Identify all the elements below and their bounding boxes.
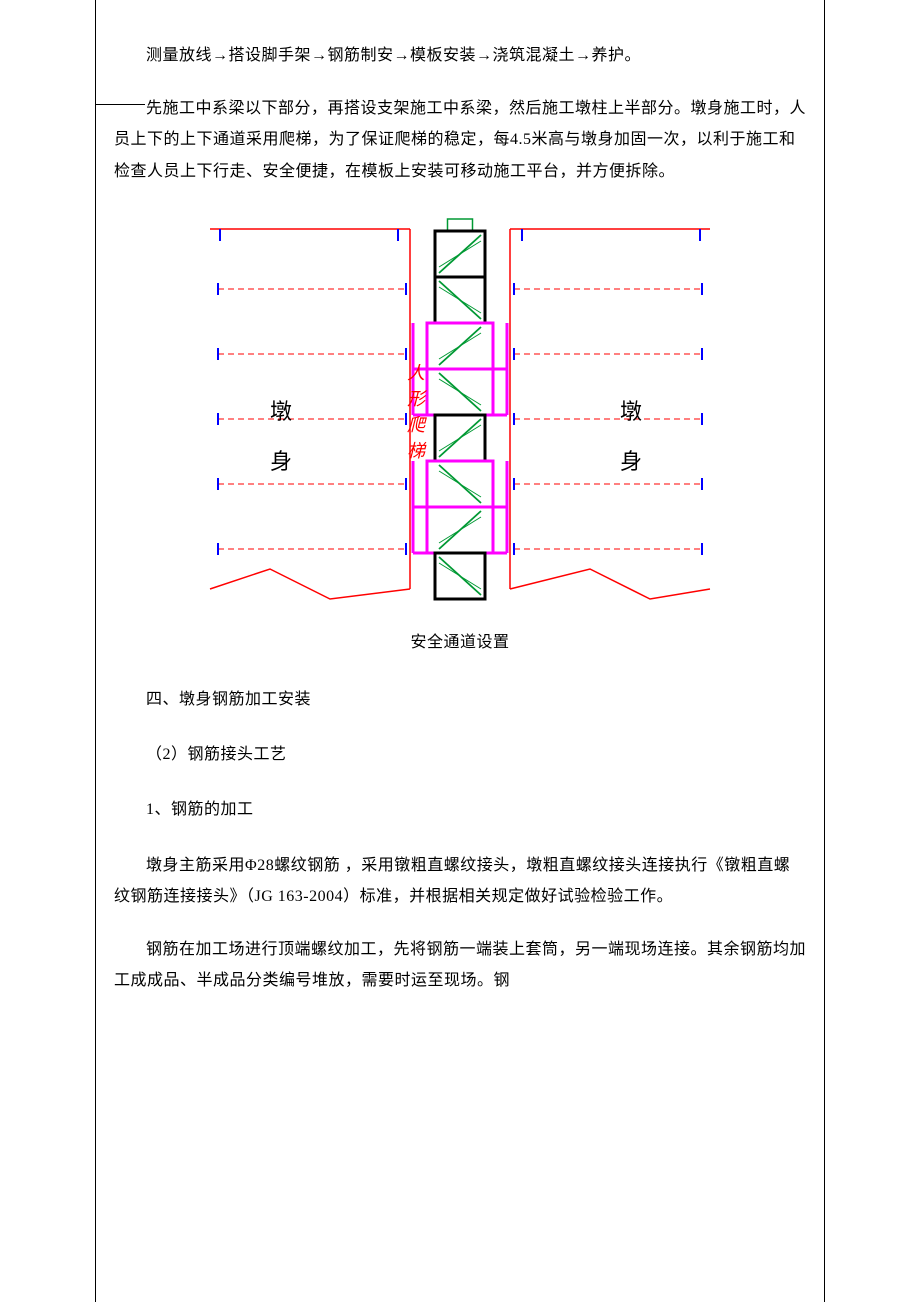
content-cell: 测量放线→搭设脚手架→钢筋制安→模板安装→浇筑混凝土→养护。 先施工中系梁以下部…: [96, 0, 824, 1028]
rebar-main-paragraph: 墩身主筋采用Φ28螺纹钢筋 ，采用镦粗直螺纹接头，墩粗直螺纹接头连接执行《镦粗直…: [114, 850, 806, 912]
svg-text:人: 人: [407, 363, 425, 383]
svg-text:爬: 爬: [407, 415, 427, 435]
subheading-1: 1、钢筋的加工: [114, 794, 806, 825]
heading-4: 四、墩身钢筋加工安装: [114, 684, 806, 715]
svg-text:身: 身: [620, 449, 642, 474]
description-paragraph: 先施工中系梁以下部分，再搭设支架施工中系梁，然后施工墩柱上半部分。墩身施工时，人…: [114, 93, 806, 187]
svg-text:墩: 墩: [270, 399, 292, 424]
svg-text:形: 形: [407, 389, 428, 409]
table-rule-top: [95, 104, 145, 105]
main-frame: 测量放线→搭设脚手架→钢筋制安→模板安装→浇筑混凝土→养护。 先施工中系梁以下部…: [95, 0, 825, 1302]
svg-text:梯: 梯: [407, 441, 427, 461]
rebar-proc-paragraph: 钢筋在加工场进行顶端螺纹加工，先将钢筋一端装上套筒，另一端现场连接。其余钢筋均加…: [114, 934, 806, 996]
process-flow: 测量放线→搭设脚手架→钢筋制安→模板安装→浇筑混凝土→养护。: [114, 40, 806, 71]
svg-text:身: 身: [270, 449, 292, 474]
page: 测量放线→搭设脚手架→钢筋制安→模板安装→浇筑混凝土→养护。 先施工中系梁以下部…: [0, 0, 920, 1302]
diagram-container: 墩身墩身人形爬梯: [114, 209, 806, 609]
diagram-caption: 安全通道设置: [114, 627, 806, 658]
svg-text:墩: 墩: [620, 399, 642, 424]
safety-passage-diagram: 墩身墩身人形爬梯: [180, 209, 740, 609]
subheading-2: （2）钢筋接头工艺: [114, 739, 806, 770]
